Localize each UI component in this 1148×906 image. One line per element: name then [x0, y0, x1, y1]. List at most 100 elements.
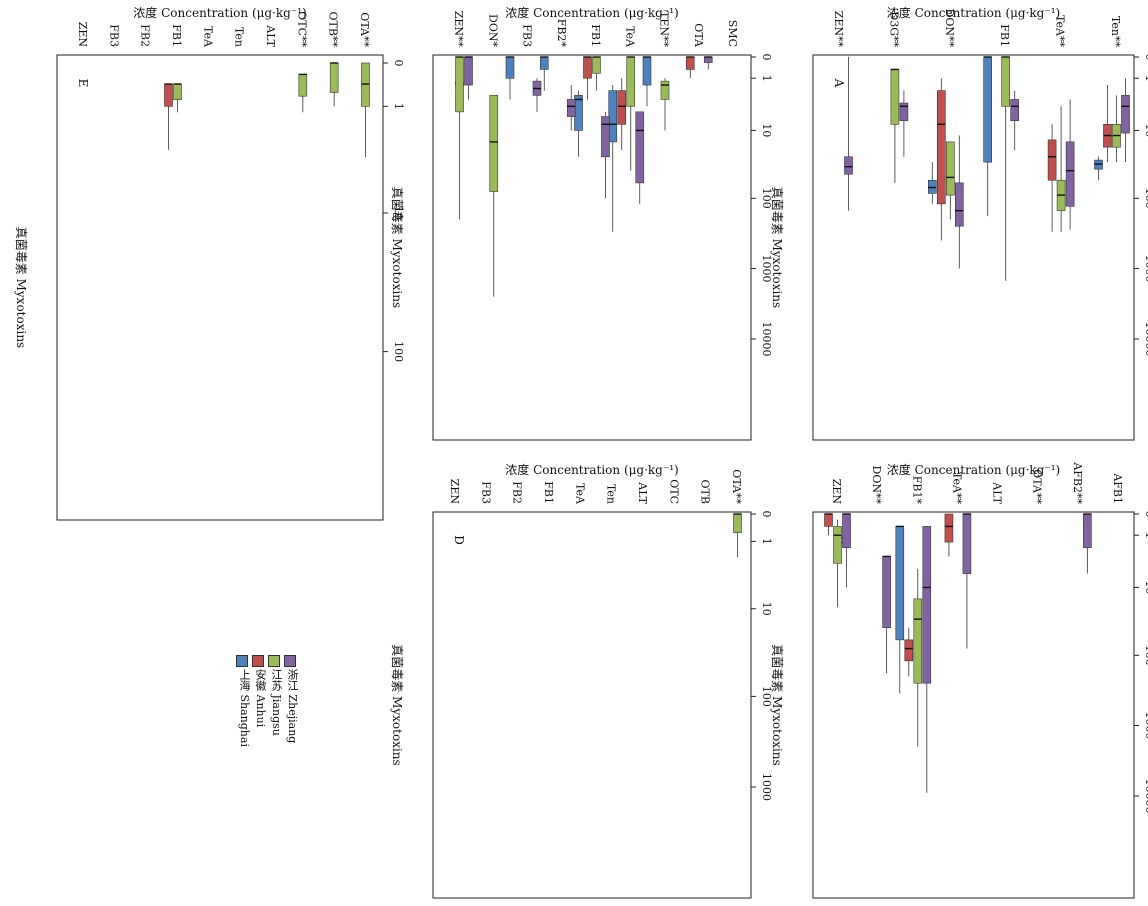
panel-frame	[432, 511, 752, 899]
box-body	[173, 83, 182, 101]
tick-label: 0	[760, 54, 773, 61]
tick-label: 0	[1143, 511, 1148, 518]
panel-letter: E	[76, 79, 90, 88]
tick-label: 10	[1143, 580, 1148, 594]
category-label: ALT	[264, 24, 277, 47]
tick-label: 10000	[760, 322, 773, 357]
legend-label: 浙江 Zhejiang	[286, 669, 299, 744]
category-label: ALT	[991, 481, 1004, 504]
box-body	[566, 99, 576, 117]
panel-e: E 0 1 10 100 浓度 Concentration (μg·kg⁻¹) OTA** O…	[14, 5, 405, 521]
box-body	[1001, 56, 1011, 107]
box-body	[1047, 139, 1057, 181]
category-label: FB3	[107, 24, 120, 47]
category-label: FB1	[998, 24, 1011, 47]
box-body	[608, 90, 618, 143]
tick-label: 1	[1143, 75, 1148, 82]
x-axis-title: 浓度 Concentration (μg·kg⁻¹)	[887, 5, 1060, 20]
box-body	[983, 56, 993, 163]
category-label: ZEN	[448, 479, 461, 505]
legend-label: 安徽 Anhui	[254, 669, 267, 728]
panel-d: D 0 1 10 100 1000 浓度 Concentration (μg·kg⁻¹) OT…	[390, 462, 773, 899]
box-body	[962, 513, 972, 574]
tick-label: 1	[760, 75, 773, 82]
category-label: OTA**	[730, 469, 743, 504]
panel-c: C0110100100010000浓度 Concentration (μg·kg…	[390, 5, 773, 441]
legend: 上海 Shanghai 安徽 Anhui 江苏 Jiangsu 浙江 Zheji…	[236, 655, 299, 755]
box-body	[1083, 513, 1092, 548]
panel-b: B0110100100010000浓度 Concentration (μg·kg…	[770, 461, 1148, 899]
category-label: ZEN	[830, 479, 843, 505]
box-body	[895, 526, 905, 641]
box-body	[583, 56, 592, 79]
tick-label: 10000	[1143, 779, 1148, 814]
panel-letter: A	[832, 78, 846, 88]
box-body	[899, 102, 909, 121]
box-body	[945, 141, 955, 196]
box-body	[1121, 95, 1130, 134]
panel-a: A 0 1 10 100 1000 10000 浓度 Concentration (μg·kg…	[770, 5, 1148, 441]
legend-swatch	[252, 655, 264, 667]
y-axis-title: 真菌毒素 Myxotoxins	[390, 644, 404, 765]
panel-frame	[56, 54, 384, 521]
tick-label: 1	[1143, 532, 1148, 539]
legend-swatch	[268, 655, 280, 667]
box-body	[464, 56, 473, 86]
category-label: D3G**	[887, 11, 900, 47]
y-axis-title: 真菌毒素 Myxotoxins	[770, 187, 784, 308]
box-body	[642, 56, 652, 86]
category-label: FB2	[511, 481, 524, 504]
category-label: OTA	[692, 23, 705, 48]
tick-label: 10	[760, 123, 773, 137]
category-label: AFB1	[1111, 472, 1124, 504]
category-label: DON**	[943, 9, 956, 48]
tick-label: 1000	[760, 773, 773, 801]
tick-label: 100	[1143, 645, 1148, 666]
category-label: Ten**	[1109, 16, 1122, 48]
box-body	[635, 111, 645, 184]
tick-label: 100	[760, 188, 773, 209]
panel-letter: D	[452, 535, 466, 545]
legend-label: 江苏 Jiangsu	[270, 669, 283, 736]
category-label: Ten	[605, 484, 618, 504]
box-body	[954, 182, 964, 227]
box-body	[944, 513, 954, 543]
box-body	[601, 116, 610, 158]
category-label: FB3	[479, 481, 492, 504]
category-label: TeA	[201, 26, 214, 48]
panel-frame	[812, 511, 1135, 899]
category-label: DON*	[486, 14, 499, 47]
category-label: TeA	[573, 483, 586, 505]
x-axis-title: 浓度 Concentration (μg·kg⁻¹)	[133, 5, 306, 20]
tick-label: 100	[392, 341, 405, 362]
category-label: TeA	[623, 26, 636, 48]
box-body	[913, 598, 923, 684]
y-axis-title: 真菌毒素 Myxotoxins	[770, 644, 784, 765]
y-axis-title: 真菌毒素 Myxotoxins	[390, 187, 404, 308]
panel-frame	[812, 54, 1135, 441]
category-label: ALT	[636, 481, 649, 504]
legend-item-jiangsu: 江苏 Jiangsu	[268, 655, 284, 736]
category-label: OTA**	[358, 12, 371, 47]
category-label: FB1	[589, 24, 602, 47]
box-body	[922, 526, 932, 684]
category-label: FB1	[170, 24, 183, 47]
category-label: TeA**	[1054, 15, 1067, 47]
category-label: TeA**	[950, 472, 963, 504]
legend-item-anhui: 安徽 Anhui	[252, 655, 268, 727]
tick-label: 1000	[760, 255, 773, 283]
category-label: SMC	[726, 20, 739, 47]
box-body	[890, 69, 900, 125]
panel-frame	[432, 54, 752, 441]
box-body	[617, 90, 627, 125]
category-label: DON**	[870, 466, 883, 505]
x-axis-title: 浓度 Concentration (μg·kg⁻¹)	[505, 462, 678, 477]
tick-label: 10	[1143, 123, 1148, 137]
category-label: ZEN**	[452, 11, 465, 48]
box-body	[824, 513, 833, 527]
box-body	[329, 62, 339, 93]
box-body	[626, 56, 636, 107]
box-body	[298, 74, 308, 97]
category-label: OTC**	[295, 11, 308, 47]
box-body	[660, 80, 670, 100]
